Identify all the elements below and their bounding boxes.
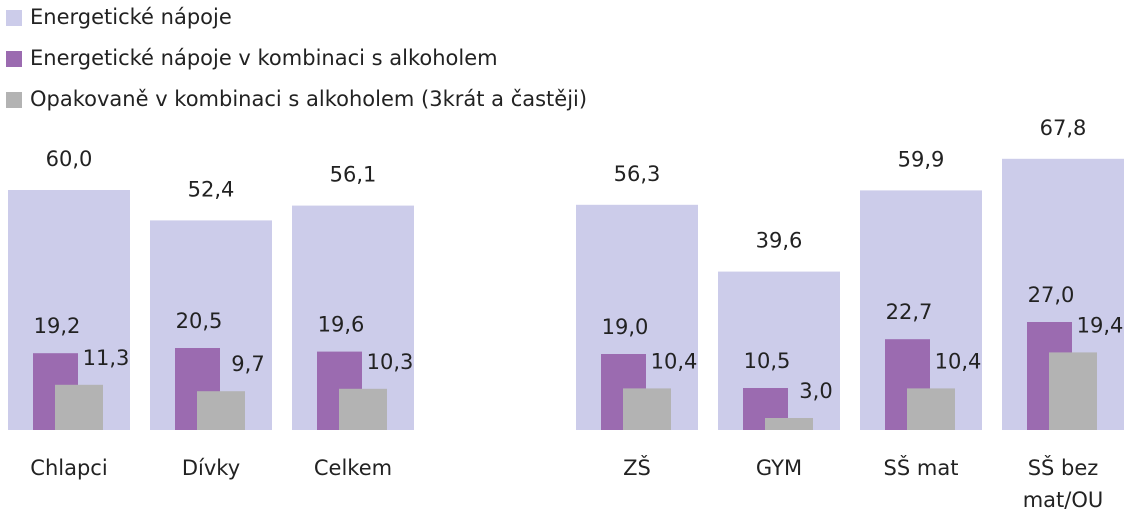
x-tick-label: SŠ mat	[883, 456, 959, 480]
data-label: 59,9	[898, 147, 945, 171]
data-label: 3,0	[799, 379, 832, 403]
legend-label: Energetické nápoje	[30, 5, 232, 29]
data-label: 9,7	[231, 352, 264, 376]
data-label: 10,4	[651, 349, 698, 373]
bar	[623, 388, 671, 430]
data-label: 11,3	[83, 346, 130, 370]
legend-swatch	[6, 92, 22, 108]
data-label: 67,8	[1040, 116, 1087, 140]
data-label: 27,0	[1028, 283, 1075, 307]
data-label: 19,2	[34, 314, 81, 338]
legend-swatch	[6, 51, 22, 67]
x-tick-label: Dívky	[181, 456, 241, 480]
bar	[339, 388, 387, 430]
data-label: 60,0	[46, 147, 93, 171]
data-label: 39,6	[756, 229, 803, 253]
legend-label: Energetické nápoje v kombinaci s alkohol…	[30, 46, 498, 70]
bar	[765, 418, 813, 430]
legend-label: Opakovaně v kombinaci s alkoholem (3krát…	[30, 87, 587, 111]
data-label: 56,3	[614, 162, 661, 186]
x-tick-label: Chlapci	[30, 456, 108, 480]
bar	[1049, 352, 1097, 430]
data-label: 20,5	[176, 309, 223, 333]
data-label: 19,4	[1077, 313, 1124, 337]
data-label: 19,6	[318, 313, 365, 337]
bar	[907, 388, 955, 430]
x-tick-label: Celkem	[313, 456, 393, 480]
x-tick-label: ZŠ	[623, 456, 651, 480]
data-label: 56,1	[330, 163, 377, 187]
data-label: 19,0	[602, 315, 649, 339]
x-tick-label: GYM	[755, 456, 803, 480]
data-label: 52,4	[188, 177, 235, 201]
data-label: 22,7	[886, 300, 933, 324]
legend-swatch	[6, 10, 22, 26]
data-label: 10,3	[367, 350, 414, 374]
bar	[197, 391, 245, 430]
bar	[55, 384, 103, 430]
x-tick-label: SŠ bez mat/OU	[1022, 456, 1104, 512]
data-label: 10,5	[744, 349, 791, 373]
data-label: 10,4	[935, 349, 982, 373]
